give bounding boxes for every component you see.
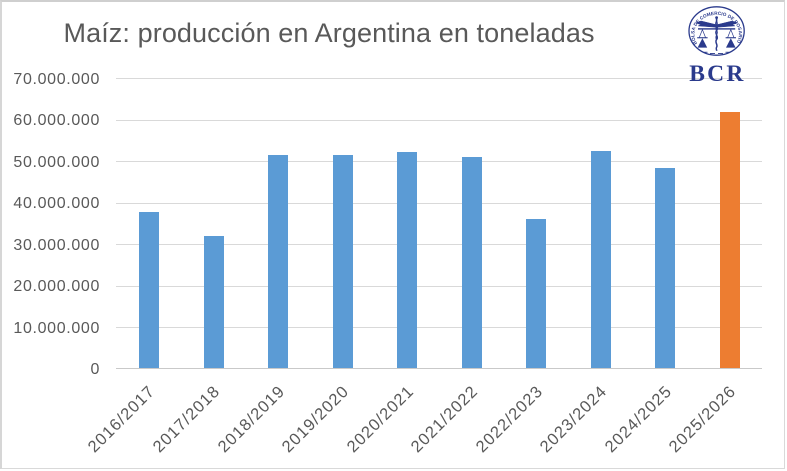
svg-text:BCR: BCR [689,61,745,85]
